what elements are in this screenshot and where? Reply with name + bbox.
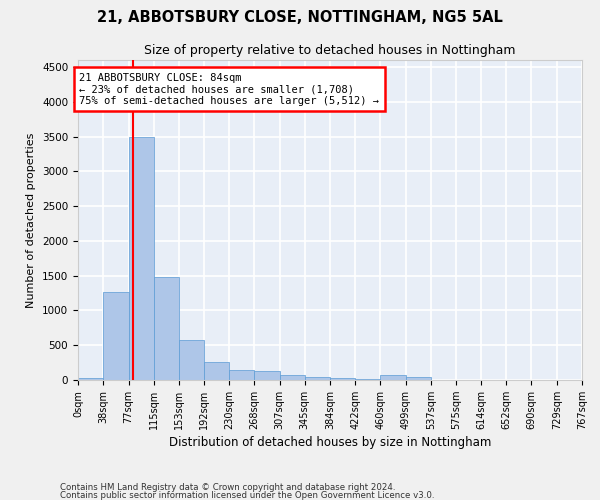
Bar: [179, 340, 204, 380]
Bar: [355, 378, 380, 380]
Bar: [254, 371, 280, 380]
Bar: [305, 376, 331, 380]
X-axis label: Distribution of detached houses by size in Nottingham: Distribution of detached houses by size …: [169, 436, 491, 449]
Text: Contains public sector information licensed under the Open Government Licence v3: Contains public sector information licen…: [60, 490, 434, 500]
Bar: [406, 377, 431, 380]
Bar: [331, 378, 355, 380]
Bar: [103, 292, 128, 380]
Bar: [154, 277, 179, 380]
Bar: [78, 378, 103, 380]
Bar: [128, 136, 154, 380]
Bar: [204, 362, 229, 380]
Y-axis label: Number of detached properties: Number of detached properties: [26, 132, 37, 308]
Text: Contains HM Land Registry data © Crown copyright and database right 2024.: Contains HM Land Registry data © Crown c…: [60, 484, 395, 492]
Bar: [380, 375, 406, 380]
Text: 21, ABBOTSBURY CLOSE, NOTTINGHAM, NG5 5AL: 21, ABBOTSBURY CLOSE, NOTTINGHAM, NG5 5A…: [97, 10, 503, 25]
Text: 21 ABBOTSBURY CLOSE: 84sqm
← 23% of detached houses are smaller (1,708)
75% of s: 21 ABBOTSBURY CLOSE: 84sqm ← 23% of deta…: [79, 72, 379, 106]
Bar: [229, 370, 254, 380]
Title: Size of property relative to detached houses in Nottingham: Size of property relative to detached ho…: [144, 44, 516, 58]
Bar: [280, 375, 305, 380]
